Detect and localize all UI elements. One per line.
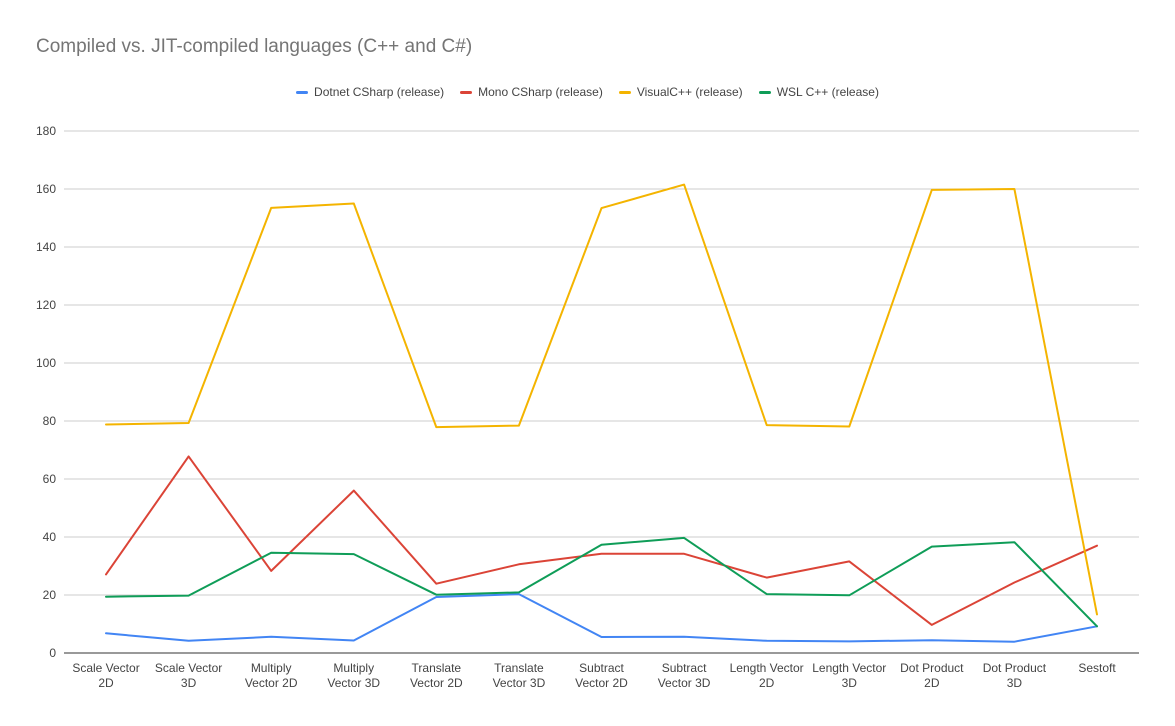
x-tick-label: Length Vector 2D — [730, 661, 804, 690]
series-line-3[interactable] — [105, 536, 1098, 628]
legend-label: VisualC++ (release) — [636, 85, 743, 99]
legend-item[interactable]: WSL C++ (release) — [758, 85, 879, 99]
legend-swatch-0 — [296, 90, 309, 94]
legend-swatch-1 — [460, 90, 473, 94]
x-tick-label: Multiply Vector 2D — [245, 661, 298, 690]
legend: Dotnet CSharp (release) Mono CSharp (rel… — [0, 85, 1175, 99]
y-tick-label: 40 — [43, 530, 57, 544]
y-tick-label: 20 — [43, 588, 57, 602]
x-tick-label: Translate Vector 3D — [493, 661, 546, 690]
chart-title: Compiled vs. JIT-compiled languages (C++… — [36, 36, 473, 57]
y-tick-label: 160 — [36, 182, 56, 196]
series-line-1[interactable] — [105, 455, 1098, 626]
y-tick-label: 80 — [43, 414, 57, 428]
series-line-0[interactable] — [105, 593, 1098, 643]
x-tick-label: Subtract Vector 2D — [575, 661, 628, 690]
x-tick-label: Translate Vector 2D — [410, 661, 463, 690]
series-line-2[interactable] — [105, 183, 1098, 616]
x-tick-label: Scale Vector 3D — [155, 661, 222, 690]
legend-label: Mono CSharp (release) — [478, 85, 603, 99]
legend-swatch-3 — [758, 90, 771, 94]
y-tick-label: 140 — [36, 240, 56, 254]
y-tick-label: 180 — [36, 124, 56, 138]
x-tick-label: Sestoft — [1078, 661, 1116, 675]
y-tick-label: 100 — [36, 356, 56, 370]
legend-item[interactable]: Dotnet CSharp (release) — [296, 85, 444, 99]
legend-label: Dotnet CSharp (release) — [314, 85, 445, 99]
x-tick-label: Dot Product 3D — [983, 661, 1047, 690]
x-tick-label: Subtract Vector 3D — [658, 661, 711, 690]
legend-swatch-2 — [618, 90, 631, 94]
legend-item[interactable]: VisualC++ (release) — [618, 85, 743, 99]
y-tick-label: 120 — [36, 298, 56, 312]
x-tick-label: Scale Vector 2D — [72, 661, 139, 690]
y-tick-label: 0 — [49, 646, 56, 660]
legend-item[interactable]: Mono CSharp (release) — [460, 85, 603, 99]
legend-label: WSL C++ (release) — [776, 85, 879, 99]
x-tick-label: Dot Product 2D — [900, 661, 964, 690]
y-tick-label: 60 — [43, 472, 57, 486]
x-tick-label: Multiply Vector 3D — [327, 661, 380, 690]
x-tick-label: Length Vector 3D — [812, 661, 886, 690]
